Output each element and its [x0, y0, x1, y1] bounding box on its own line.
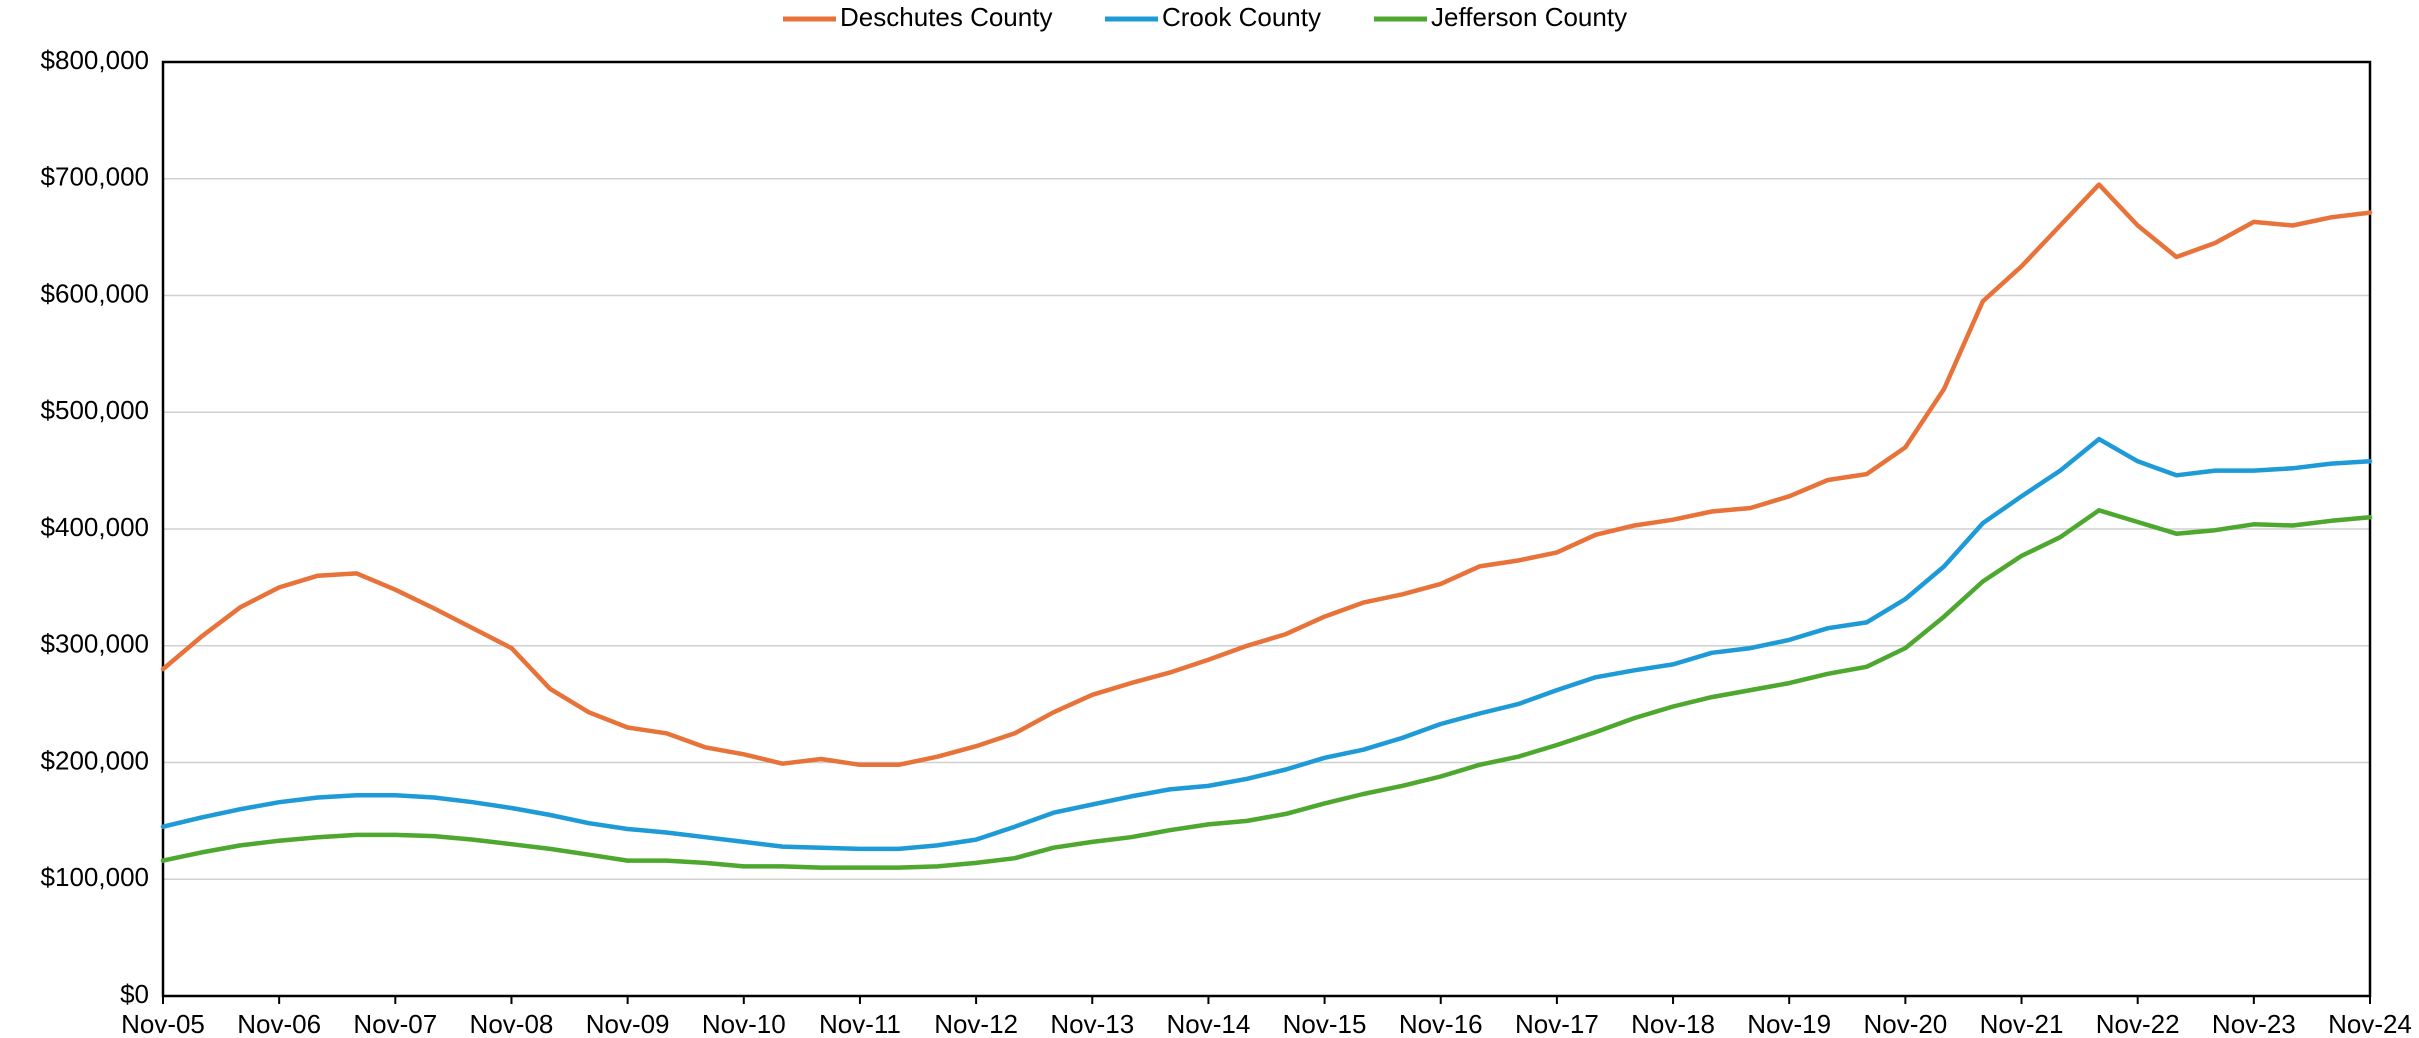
- y-tick-label: $700,000: [41, 162, 149, 192]
- x-tick-label: Nov-13: [1050, 1009, 1134, 1038]
- y-tick-label: $800,000: [41, 45, 149, 75]
- y-tick-label: $200,000: [41, 745, 149, 775]
- legend-label: Crook County: [1162, 2, 1321, 32]
- x-tick-label: Nov-09: [586, 1009, 670, 1038]
- legend-label: Deschutes County: [840, 2, 1052, 32]
- x-tick-label: Nov-15: [1283, 1009, 1367, 1038]
- series-line: [160, 182, 2373, 768]
- y-tick-label: $500,000: [41, 395, 149, 425]
- x-tick-label: Nov-08: [470, 1009, 554, 1038]
- x-tick-label: Nov-23: [2212, 1009, 2296, 1038]
- x-tick-label: Nov-07: [353, 1009, 437, 1038]
- y-tick-label: $100,000: [41, 862, 149, 892]
- x-tick-label: Nov-20: [1863, 1009, 1947, 1038]
- x-tick-label: Nov-14: [1167, 1009, 1251, 1038]
- series-line: [160, 436, 2373, 852]
- x-tick-label: Nov-12: [934, 1009, 1018, 1038]
- y-tick-label: $400,000: [41, 512, 149, 542]
- x-tick-label: Nov-10: [702, 1009, 786, 1038]
- legend-label: Jefferson County: [1431, 2, 1627, 32]
- x-tick-label: Nov-21: [1980, 1009, 2064, 1038]
- x-tick-label: Nov-22: [2096, 1009, 2180, 1038]
- x-tick-label: Nov-18: [1631, 1009, 1715, 1038]
- plot-frame: [161, 60, 2372, 998]
- y-tick-label: $300,000: [41, 629, 149, 659]
- series-line: [160, 508, 2373, 870]
- x-tick-label: Nov-19: [1747, 1009, 1831, 1038]
- x-tick-label: Nov-24: [2328, 1009, 2412, 1038]
- y-tick-label: $0: [120, 979, 149, 1009]
- x-tick-label: Nov-11: [819, 1009, 901, 1038]
- x-tick-label: Nov-05: [121, 1009, 205, 1038]
- x-tick-label: Nov-16: [1399, 1009, 1483, 1038]
- x-tick-label: Nov-17: [1515, 1009, 1599, 1038]
- x-tick-label: Nov-06: [237, 1009, 321, 1038]
- y-tick-label: $600,000: [41, 278, 149, 308]
